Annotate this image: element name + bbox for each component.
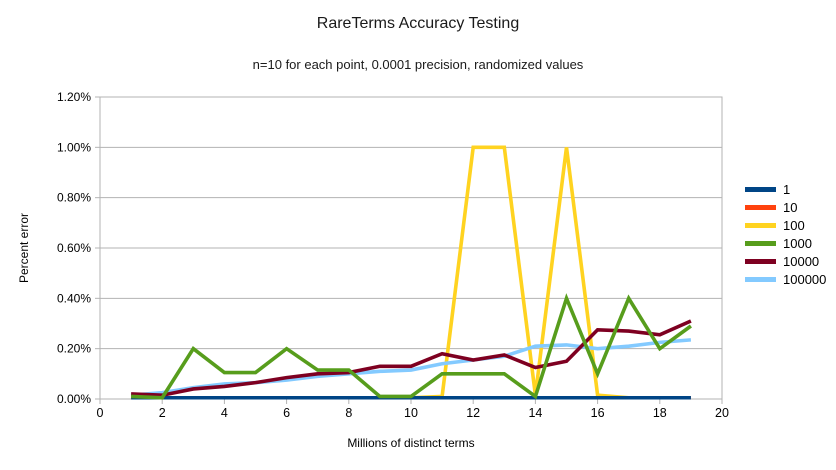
x-tick-label: 14: [528, 406, 542, 420]
legend-swatch: [745, 240, 776, 246]
x-axis-title: Millions of distinct terms: [347, 436, 475, 450]
x-tick-label: 0: [97, 406, 104, 420]
legend: 1 10 100 1000 10000 100000: [745, 180, 826, 288]
legend-swatch: [745, 186, 776, 192]
legend-swatch: [745, 204, 776, 210]
legend-label: 10: [783, 199, 798, 215]
legend-label: 100000: [783, 271, 827, 287]
legend-label: 100: [783, 217, 805, 233]
series-line-10000: [131, 319, 692, 398]
y-tick-label: 0.40%: [57, 291, 91, 305]
x-tick-label: 12: [466, 406, 480, 420]
series-line-1000: [131, 293, 692, 400]
x-tick-label: 4: [221, 406, 228, 420]
y-tick-label: 1.20%: [57, 90, 91, 104]
x-tick-label: 10: [404, 406, 418, 420]
chart-title: RareTerms Accuracy Testing: [316, 15, 520, 32]
legend-swatch: [745, 276, 776, 282]
legend-label: 1: [783, 181, 791, 197]
legend-item-10: 10: [745, 198, 826, 216]
x-tick-label: 6: [283, 406, 290, 420]
x-tick-label: 2: [159, 406, 166, 420]
legend-swatch: [745, 258, 776, 264]
chart-subtitle: n=10 for each point, 0.0001 precision, r…: [252, 57, 584, 72]
series-line-100: [131, 145, 691, 400]
legend-item-100000: 100000: [745, 270, 826, 288]
legend-item-100: 100: [745, 216, 826, 234]
y-tick-label: 0.80%: [57, 191, 91, 205]
legend-label: 10000: [783, 253, 820, 269]
series-line-100000: [130, 338, 692, 398]
x-tick-label: 20: [715, 406, 729, 420]
legend-label: 1000: [783, 235, 812, 251]
y-tick-label: 0.60%: [57, 241, 91, 255]
legend-item-1000: 1000: [745, 234, 826, 252]
x-tick-label: 18: [653, 406, 667, 420]
y-tick-label: 1.00%: [57, 140, 91, 154]
y-tick-label: 0.20%: [57, 342, 91, 356]
x-tick-label: 8: [345, 406, 352, 420]
y-tick-label: 0.00%: [57, 392, 91, 406]
legend-item-1: 1: [745, 180, 826, 198]
x-tick-label: 16: [591, 406, 605, 420]
legend-swatch: [745, 222, 776, 228]
legend-item-10000: 10000: [745, 252, 826, 270]
